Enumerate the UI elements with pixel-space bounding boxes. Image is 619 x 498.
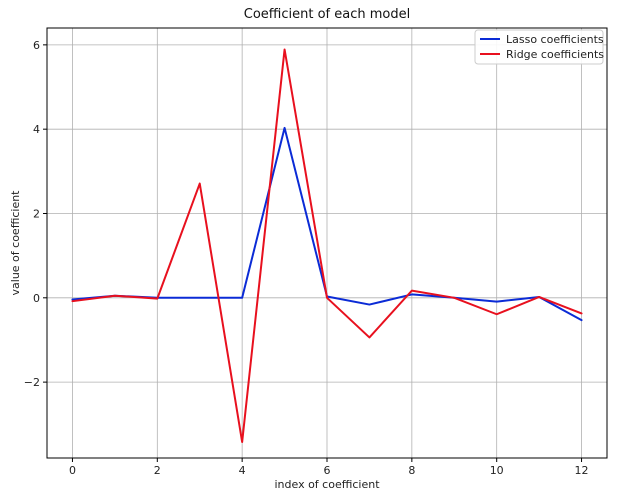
legend: Lasso coefficients Ridge coefficients <box>474 29 604 65</box>
y-tick-label: −2 <box>24 376 40 389</box>
y-axis-label: value of coefficient <box>9 190 22 296</box>
grid-lines <box>47 28 607 458</box>
legend-box <box>474 29 604 65</box>
axis-ticks: 0 2 4 6 8 10 12 −2 0 2 4 6 <box>24 39 589 477</box>
x-tick-label: 8 <box>408 464 415 477</box>
data-series <box>71 48 583 443</box>
y-tick-label: 6 <box>33 39 40 52</box>
legend-label: Lasso coefficients <box>506 33 604 46</box>
y-tick-label: 0 <box>33 292 40 305</box>
x-tick-label: 2 <box>154 464 161 477</box>
y-tick-label: 2 <box>33 207 40 220</box>
x-tick-label: 0 <box>69 464 76 477</box>
series-line-ridge <box>71 48 583 443</box>
x-tick-label: 10 <box>490 464 504 477</box>
chart-title: Coefficient of each model <box>244 7 410 22</box>
x-tick-label: 12 <box>575 464 589 477</box>
x-tick-label: 4 <box>239 464 246 477</box>
x-axis-label: index of coefficient <box>274 478 380 491</box>
legend-label: Ridge coefficients <box>506 48 604 61</box>
y-tick-label: 4 <box>33 123 40 136</box>
x-tick-label: 6 <box>324 464 331 477</box>
